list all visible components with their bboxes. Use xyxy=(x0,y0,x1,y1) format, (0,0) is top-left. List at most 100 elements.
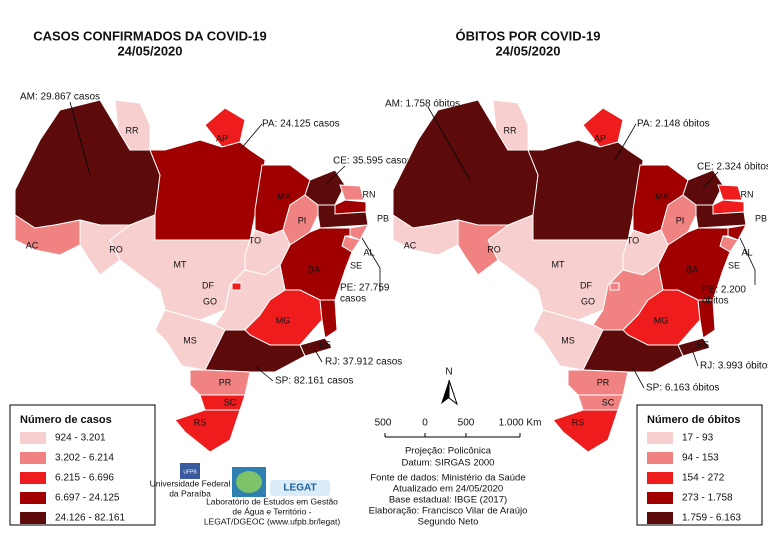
callout-label: AM: 1.758 óbitos xyxy=(385,99,460,110)
legend-title: Número de casos xyxy=(20,414,112,426)
scale-label: 1.000 Km xyxy=(499,418,542,429)
map-title: ÓBITOS POR COVID-19 xyxy=(456,28,601,43)
callout-line xyxy=(314,349,323,363)
state xyxy=(204,107,246,148)
state-label: AP xyxy=(216,133,228,143)
legend-swatch xyxy=(647,512,673,524)
callout-line xyxy=(324,165,346,186)
callout-label: RJ: 37.912 casos xyxy=(325,357,402,368)
callout-label: AM: 29.867 casos xyxy=(20,92,100,103)
scale-label: 500 xyxy=(375,418,392,429)
legend-label: 94 - 153 xyxy=(682,453,719,464)
callout-label: óbitos xyxy=(702,296,729,307)
state-label: TO xyxy=(627,235,639,245)
legend-swatch xyxy=(20,472,46,484)
legend-swatch xyxy=(647,432,673,444)
credit-line: Elaboração: Francisco Vilar de Araújo xyxy=(369,506,528,517)
state xyxy=(609,282,620,291)
north-arrow-left xyxy=(441,380,449,404)
state-label: AC xyxy=(26,240,39,250)
state-label: BA xyxy=(686,264,698,274)
credit-line: Atualizado em 24/05/2020 xyxy=(393,484,503,495)
callout-line xyxy=(692,351,699,367)
callout-line xyxy=(632,367,645,389)
legend-swatch xyxy=(20,512,46,524)
state-label: SC xyxy=(224,397,237,407)
state-label: MG xyxy=(276,315,291,325)
ufpb-name: Universidade Federal xyxy=(150,478,231,488)
legend-box xyxy=(9,404,156,526)
ufpb-logo: UFPB Universidade Federal da Paraíba xyxy=(150,463,231,498)
state xyxy=(392,214,459,256)
state-label: MT xyxy=(552,259,565,269)
state-label: BA xyxy=(308,264,320,274)
state-label: DF xyxy=(202,280,214,290)
legat-name: LEGAT/DGEOC (www.ufpb.br/legat) xyxy=(204,516,341,526)
callout-label: SP: 6.163 óbitos xyxy=(646,383,719,394)
ufpb-mark: UFPB xyxy=(183,469,197,475)
state-label: RS xyxy=(194,417,207,427)
callout-line xyxy=(254,365,274,382)
state-label: PR xyxy=(597,377,610,387)
state-label: ES xyxy=(319,339,331,349)
legat-name: de Água e Território - xyxy=(232,506,311,516)
state-label: PR xyxy=(219,377,232,387)
state-label: SE xyxy=(350,260,362,270)
state xyxy=(527,139,644,241)
state xyxy=(14,214,81,256)
ufpb-emblem xyxy=(180,463,200,479)
credit-line: Base estadual: IBGE (2017) xyxy=(389,495,507,506)
callout-label: casos xyxy=(340,294,366,305)
state-label: GO xyxy=(203,296,217,306)
state-label: PB xyxy=(377,213,389,223)
callout-label: CE: 35.595 casos xyxy=(333,156,412,167)
legend-label: 924 - 3.201 xyxy=(55,433,106,444)
state-label: MT xyxy=(174,259,187,269)
state-label: DF xyxy=(580,280,592,290)
north-arrow-right xyxy=(448,379,458,406)
state-label: PI xyxy=(298,215,307,225)
north-arrow: N xyxy=(441,367,458,406)
callout-label: RJ: 3.993 óbitos xyxy=(700,361,768,372)
legend-label: 273 - 1.758 xyxy=(682,493,733,504)
state-label: RS xyxy=(572,417,585,427)
callout-label: CE: 2.324 óbitos xyxy=(697,162,768,173)
callout-line xyxy=(361,237,381,292)
legend-label: 24.126 - 82.161 xyxy=(55,513,125,524)
state-label: RN xyxy=(363,189,376,199)
legend-title: Número de óbitos xyxy=(647,414,741,426)
state-label: RO xyxy=(109,244,123,254)
state-label: MG xyxy=(654,315,669,325)
legend-swatch xyxy=(20,492,46,504)
state-label: PI xyxy=(676,215,685,225)
state xyxy=(697,299,716,339)
callout-line xyxy=(614,123,637,161)
callout-label: PE: 2.200 xyxy=(702,285,746,296)
legend-label: 6.697 - 24.125 xyxy=(55,493,120,504)
callout-line xyxy=(702,171,719,189)
callout-label: PA: 2.148 óbitos xyxy=(637,119,710,130)
ufpb-name: da Paraíba xyxy=(169,488,211,498)
state-label: AC xyxy=(404,240,417,250)
legat-name: Laboratório de Estudos em Gestão xyxy=(206,496,338,506)
state-label: RO xyxy=(487,244,501,254)
state-label: MS xyxy=(183,335,197,345)
callout-label: PA: 24.125 casos xyxy=(262,119,340,130)
credit-line: Segundo Neto xyxy=(418,517,479,528)
scale-label: 500 xyxy=(458,418,475,429)
credit-line: Fonte de dados: Ministério da Saúde xyxy=(370,473,525,484)
state xyxy=(695,204,747,229)
state-label: SE xyxy=(728,260,740,270)
state xyxy=(582,107,624,148)
legend-swatch xyxy=(20,452,46,464)
callout-line xyxy=(69,101,91,176)
state-label: MA xyxy=(277,191,291,201)
scale-label: 0 xyxy=(422,418,428,429)
state xyxy=(79,219,132,276)
credit-line: Projeção: Policônica xyxy=(405,446,492,457)
state xyxy=(717,184,743,201)
legat-globe xyxy=(236,471,262,493)
callout-line xyxy=(239,123,263,151)
